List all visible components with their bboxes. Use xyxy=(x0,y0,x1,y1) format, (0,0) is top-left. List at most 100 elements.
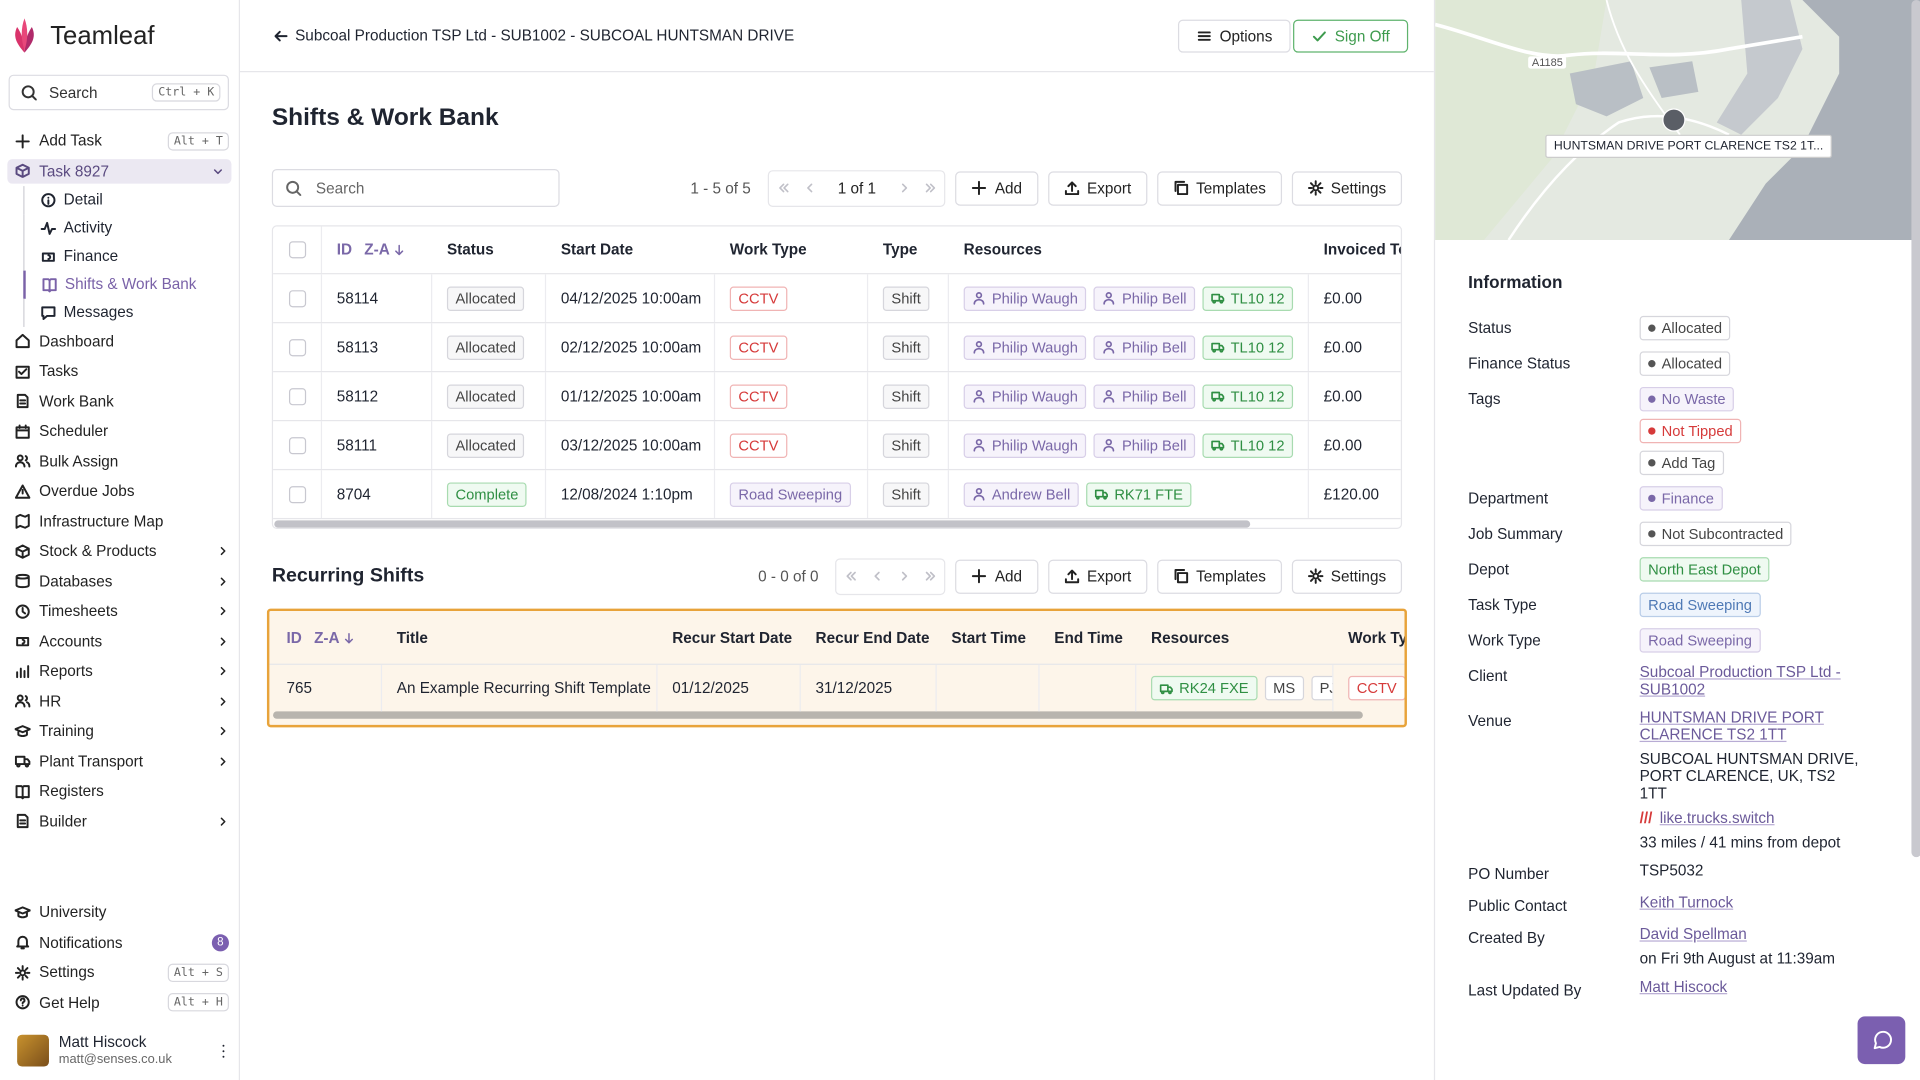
table-row[interactable]: 765 An Example Recurring Shift Template 01… xyxy=(269,664,1405,712)
options-button[interactable]: Options xyxy=(1177,19,1291,53)
user-email: matt@senses.co.uk xyxy=(58,1051,172,1067)
checkbox[interactable] xyxy=(288,338,306,356)
pager-button[interactable] xyxy=(796,181,823,194)
nav-item[interactable]: HR xyxy=(0,686,239,716)
nav-item[interactable]: Training xyxy=(0,716,239,746)
type-pill: Shift xyxy=(882,285,930,311)
toolbar-button[interactable]: Add xyxy=(955,170,1039,206)
checkbox[interactable] xyxy=(288,241,306,259)
icon xyxy=(220,607,226,616)
icon xyxy=(1174,569,1188,584)
info-link[interactable]: Keith Turnock xyxy=(1639,893,1734,912)
nav-item[interactable]: Plant Transport xyxy=(0,746,239,776)
nav-item[interactable]: Builder xyxy=(0,806,239,836)
nav-item[interactable]: Infrastructure Map xyxy=(0,506,239,536)
icon xyxy=(973,438,985,452)
pager-button[interactable] xyxy=(891,181,918,194)
user[interactable]: Matt Hiscock matt@senses.co.uk xyxy=(17,1032,231,1069)
info-pill[interactable]: Allocated xyxy=(1639,351,1731,376)
resource-person: Philip Waugh xyxy=(963,432,1087,458)
sidebar: Teamleaf Search Ctrl + K Add Task Alt + T T… xyxy=(0,0,241,1080)
info-link-wrap: David Spellman xyxy=(1640,926,1747,943)
info-link[interactable]: HUNTSMAN DRIVE PORT CLARENCE TS2 1TT xyxy=(1639,708,1824,744)
pager-button[interactable] xyxy=(918,569,945,582)
table-row[interactable]: 58112 Allocated 01/12/2025 10:00am CCTV Shif… xyxy=(273,372,1401,422)
main: Subcoal Production TSP Ltd - SUB1002 - S… xyxy=(240,0,1434,1080)
info-pill[interactable]: Road Sweeping xyxy=(1639,628,1761,653)
nav-item[interactable]: Bulk Assign xyxy=(0,446,239,476)
checkbox[interactable] xyxy=(288,289,306,307)
checkbox[interactable] xyxy=(288,436,306,454)
info-pill[interactable]: North East Depot xyxy=(1639,557,1770,582)
nav-subitem[interactable]: Finance xyxy=(23,241,239,271)
cell-type: Shift xyxy=(868,323,949,372)
sign-off-button[interactable]: Sign Off xyxy=(1293,19,1409,53)
sort-toggle[interactable]: Z-A xyxy=(314,629,355,646)
sidebar-search[interactable]: Search Ctrl + K xyxy=(8,74,229,111)
toolbar-button[interactable]: Export xyxy=(1047,558,1148,594)
toolbar-button[interactable]: Templates xyxy=(1156,558,1282,594)
toolbar-button[interactable]: Settings xyxy=(1291,558,1403,594)
info-pill[interactable]: Road Sweeping xyxy=(1639,592,1761,618)
nav-item[interactable]: Get Help Alt + H xyxy=(0,988,239,1018)
table-row[interactable]: 58111 Allocated 03/12/2025 10:00am CCTV Shif… xyxy=(273,421,1401,471)
icon xyxy=(1312,31,1326,42)
info-label: Finance Status xyxy=(1468,355,1571,373)
map[interactable]: A1185 HUNTSMAN DRIVE PORT CLARENCE TS2 1T… xyxy=(1435,0,1920,241)
sort-toggle[interactable]: Z-A xyxy=(364,241,405,258)
column-label: ID xyxy=(286,628,302,646)
info-link[interactable]: like.trucks.switch xyxy=(1659,809,1775,827)
icon xyxy=(16,394,29,409)
nav-item[interactable]: Databases xyxy=(0,566,239,596)
nav-item[interactable]: Dashboard xyxy=(0,326,239,356)
toolbar-button[interactable]: Add xyxy=(955,558,1039,594)
info-link[interactable]: Matt Hiscock xyxy=(1639,978,1728,996)
checkbox[interactable] xyxy=(288,387,306,405)
table-row[interactable]: 8704 Complete 12/08/2024 1:10pm Road Sweepi… xyxy=(273,470,1401,520)
chat-button[interactable] xyxy=(1857,1016,1906,1065)
nav-item[interactable]: Add Task Alt + T xyxy=(0,126,239,156)
info-link[interactable]: David Spellman xyxy=(1639,925,1747,943)
table-row[interactable]: 58113 Allocated 02/12/2025 10:00am CCTV Shif… xyxy=(273,323,1401,373)
nav-item[interactable]: Registers xyxy=(0,776,239,806)
info-link[interactable]: Subcoal Production TSP Ltd - SUB1002 xyxy=(1639,663,1841,698)
nav-subitem[interactable]: Messages xyxy=(23,298,239,327)
table-header: ID Z-A Status Start Date Work Type Type Resour… xyxy=(273,226,1401,275)
nav-item[interactable]: Timesheets xyxy=(0,596,239,626)
nav-item[interactable]: Stock & Products xyxy=(0,536,239,566)
nav-item[interactable]: Tasks xyxy=(0,356,239,386)
pager-button[interactable] xyxy=(891,569,918,582)
nav-subitem[interactable]: Shifts & Work Bank xyxy=(23,270,239,299)
nav-item[interactable]: Accounts xyxy=(0,626,239,656)
info-pill[interactable]: Not Tipped xyxy=(1639,418,1742,444)
nav-item[interactable]: Settings Alt + S xyxy=(0,958,239,988)
nav-item[interactable]: Notifications 8 xyxy=(0,928,239,958)
info-pill[interactable]: Allocated xyxy=(1639,315,1731,341)
table-search[interactable]: Search xyxy=(271,168,560,207)
nav-item[interactable]: Overdue Jobs xyxy=(0,476,239,506)
nav-item[interactable]: Work Bank xyxy=(0,386,239,416)
nav-item[interactable]: Reports xyxy=(0,656,239,686)
pill-text: CCTV xyxy=(738,289,779,307)
pager-button[interactable] xyxy=(837,569,864,582)
pager-button[interactable] xyxy=(918,181,945,194)
pager xyxy=(835,557,946,595)
info-pill[interactable]: Add Tag xyxy=(1639,450,1724,476)
toolbar-button[interactable]: Templates xyxy=(1156,170,1282,206)
table-row[interactable]: 58114 Allocated 04/12/2025 10:00am CCTV Shif… xyxy=(273,274,1401,324)
nav-item[interactable]: Task 8927 xyxy=(7,158,232,184)
nav-subitem[interactable]: Detail xyxy=(23,185,239,214)
toolbar-button[interactable]: Export xyxy=(1047,170,1148,206)
info-pill[interactable]: Finance xyxy=(1639,486,1723,511)
info-pill[interactable]: Not Subcontracted xyxy=(1639,521,1792,547)
pager-button[interactable] xyxy=(769,181,796,194)
icon xyxy=(15,163,30,178)
pager-button[interactable] xyxy=(864,569,891,582)
pill-text: Shift xyxy=(891,387,921,405)
checkbox[interactable] xyxy=(288,485,306,503)
nav-item[interactable]: University xyxy=(0,898,239,928)
info-pill[interactable]: No Waste xyxy=(1639,386,1735,412)
nav-item[interactable]: Scheduler xyxy=(0,416,239,446)
nav-subitem[interactable]: Activity xyxy=(23,213,239,242)
toolbar-button[interactable]: Settings xyxy=(1291,170,1403,206)
